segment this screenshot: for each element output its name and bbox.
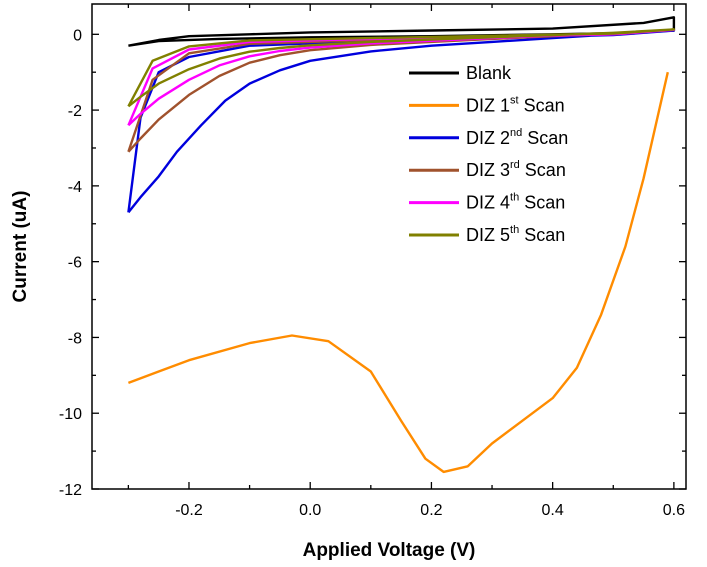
y-tick-label: -6 <box>68 255 82 272</box>
x-axis-ticks: -0.2 0.0 0.2 0.4 0.6 <box>127 4 685 519</box>
legend-label: DIZ 2nd Scan <box>466 127 568 148</box>
legend-label: DIZ 4th Scan <box>466 192 565 213</box>
legend-label: DIZ 5th Scan <box>466 224 565 245</box>
series-line-1 <box>127 71 669 474</box>
y-tick-label: -8 <box>68 330 82 347</box>
x-tick-label: 0.6 <box>663 502 685 519</box>
legend-item: DIZ 1st Scan <box>409 94 565 115</box>
y-tick-label: 0 <box>73 27 82 44</box>
x-tick-label: -0.2 <box>175 502 203 519</box>
legend-item: DIZ 3rd Scan <box>409 159 566 180</box>
plot-frame <box>91 3 687 490</box>
legend-label: Blank <box>466 63 512 83</box>
x-axis-title: Applied Voltage (V) <box>303 540 476 561</box>
y-tick-label: -10 <box>59 406 82 423</box>
y-tick-label: -2 <box>68 103 82 120</box>
legend-item: DIZ 5th Scan <box>409 224 565 245</box>
y-axis-title: Current (uA) <box>10 191 31 303</box>
x-tick-label: 0.2 <box>420 502 442 519</box>
legend-item: DIZ 4th Scan <box>409 192 565 213</box>
x-tick-label: 0.4 <box>542 502 564 519</box>
y-tick-label: -4 <box>68 179 82 196</box>
legend: Blank DIZ 1st Scan DIZ 2nd Scan DIZ 3rd Sca… <box>409 63 568 245</box>
series-line-5 <box>127 28 676 108</box>
y-tick-label: -12 <box>59 482 82 499</box>
y-axis-ticks: 0 -2 -4 -6 -8 -10 -12 <box>59 27 686 499</box>
x-tick-label: 0.0 <box>299 502 321 519</box>
series-line-0 <box>128 16 676 47</box>
legend-item: DIZ 2nd Scan <box>409 127 568 148</box>
legend-label: DIZ 1st Scan <box>466 94 565 115</box>
plot-curves <box>127 16 676 474</box>
legend-item: Blank <box>409 63 512 83</box>
legend-label: DIZ 3rd Scan <box>466 159 566 180</box>
series-line-2 <box>127 29 676 214</box>
